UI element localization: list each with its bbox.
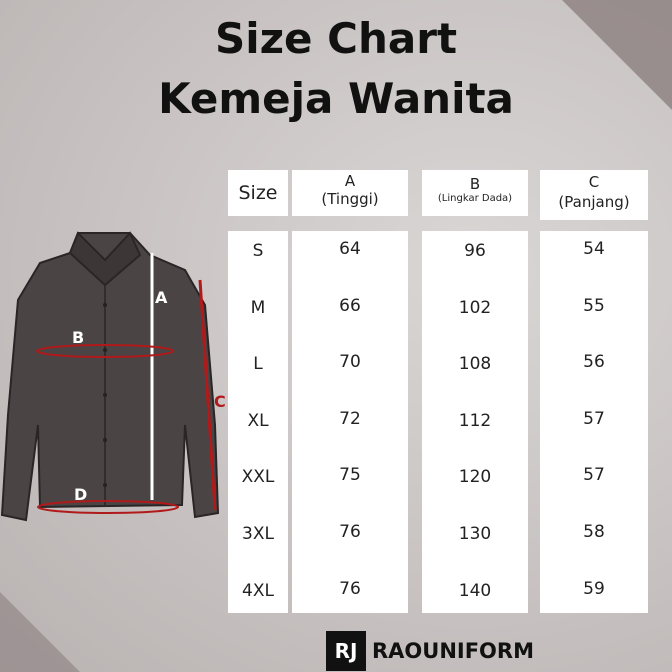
cell-c: 58 [583, 522, 605, 542]
cell-b: 102 [458, 297, 492, 318]
cell-c: 59 [583, 578, 605, 599]
cell-a: 76 [339, 578, 361, 599]
header-a-label: (Tinggi) [321, 190, 379, 208]
a-column: 64 66 70 72 75 76 76 [292, 231, 408, 613]
header-c: C (Panjang) [540, 170, 648, 220]
cell-b: 112 [458, 410, 492, 431]
cell-a: 70 [339, 352, 361, 373]
cell-a: 72 [339, 408, 361, 429]
cell-c: 56 [583, 352, 605, 373]
header-b: B (Lingkar Dada) [422, 170, 528, 216]
header-c-label: (Panjang) [558, 193, 630, 211]
cell-b: 130 [458, 524, 492, 544]
cell-a: 66 [339, 295, 361, 316]
cell-size: 4XL [242, 580, 274, 601]
size-column: S M L XL XXL 3XL 4XL [228, 231, 288, 613]
cell-b: 140 [458, 580, 492, 601]
cell-size: S [252, 241, 264, 261]
cell-size: L [253, 354, 263, 375]
brand-mark: RJ [326, 631, 366, 671]
cell-size: 3XL [242, 524, 274, 544]
cell-a: 64 [339, 239, 361, 259]
header-c-letter: C [588, 173, 600, 191]
label-c: C [214, 392, 225, 411]
cell-b: 108 [458, 354, 492, 375]
c-column: 54 55 56 57 57 58 59 [540, 231, 648, 613]
cell-c: 54 [583, 239, 605, 259]
cell-c: 55 [583, 295, 605, 316]
corner-decoration [562, 0, 672, 110]
brand-logo: RJ RAOUNIFORM [326, 631, 534, 671]
cell-c: 57 [583, 408, 605, 429]
header-b-letter: B [469, 175, 481, 193]
cell-b: 96 [464, 241, 486, 261]
cell-size: M [250, 297, 266, 318]
cell-a: 75 [339, 465, 361, 486]
label-b: B [72, 328, 84, 347]
label-a: A [155, 288, 168, 307]
cell-size: XXL [241, 467, 275, 488]
cell-c: 57 [583, 465, 605, 486]
corner-decoration [0, 592, 80, 672]
header-a: A (Tinggi) [292, 170, 408, 216]
title-line-1: Size Chart [214, 14, 458, 63]
cell-size: XL [247, 410, 269, 431]
brand-name: RAOUNIFORM [372, 639, 534, 663]
header-b-label: (Lingkar Dada) [437, 193, 513, 204]
cell-b: 120 [458, 467, 492, 488]
cell-a: 76 [339, 522, 361, 542]
header-size: Size [228, 170, 288, 216]
label-d: D [74, 485, 87, 504]
header-a-letter: A [344, 172, 356, 190]
shirt-diagram: A B C D [0, 231, 225, 522]
title-line-2: Kemeja Wanita [158, 74, 514, 123]
b-column: 96 102 108 112 120 130 140 [422, 231, 528, 613]
